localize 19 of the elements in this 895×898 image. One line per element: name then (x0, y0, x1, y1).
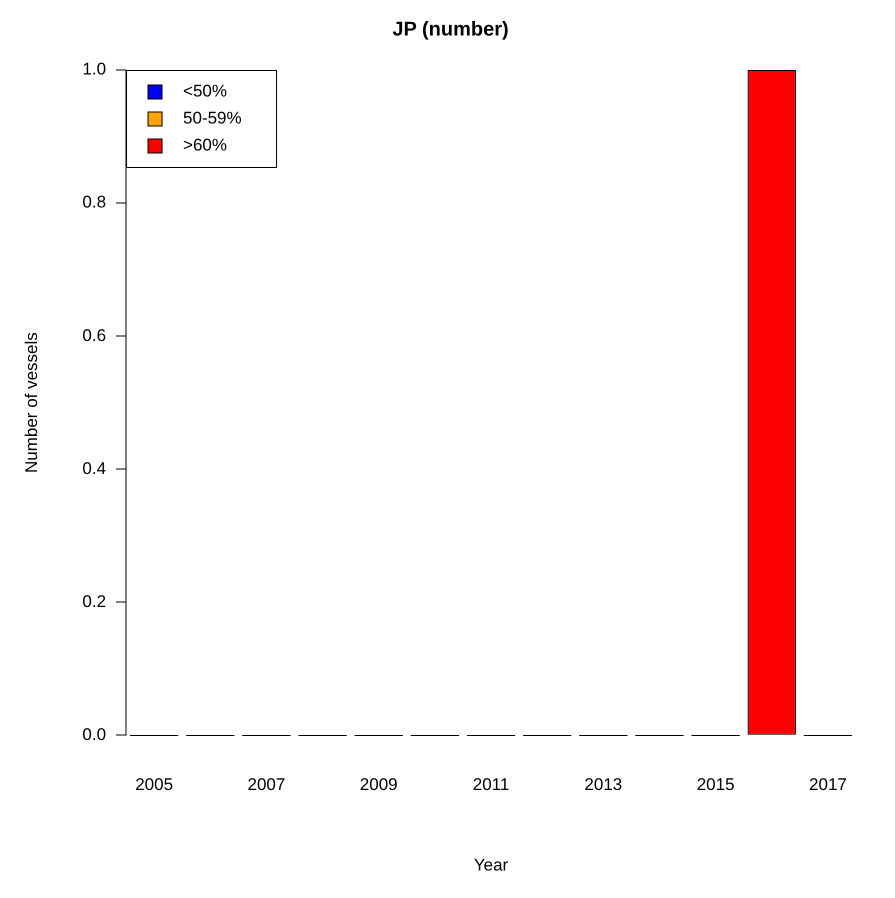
x-tick-label: 2007 (248, 775, 286, 794)
y-tick-label: 0.8 (82, 192, 106, 212)
y-tick-label: 1.0 (82, 60, 106, 79)
legend-label: >60% (183, 136, 227, 155)
y-axis-title: Number of vessels (22, 332, 41, 473)
y-tick-label: 0.4 (82, 458, 106, 478)
x-tick-label: 2017 (809, 775, 847, 794)
x-axis-title: Year (474, 855, 509, 874)
y-tick-label: 0.2 (82, 592, 106, 611)
y-tick-label: 0.6 (82, 326, 106, 345)
chart-title: JP (number) (392, 18, 509, 41)
x-tick-label: 2005 (135, 775, 174, 794)
legend-label: 50-59% (183, 108, 242, 128)
x-tick-label: 2015 (696, 775, 735, 794)
x-tick-label: 2013 (584, 775, 622, 794)
legend-label: <50% (183, 82, 227, 101)
y-tick-label: 0.0 (82, 724, 106, 744)
x-tick-label: 2011 (472, 775, 510, 794)
x-tick-label: 2009 (360, 775, 398, 794)
